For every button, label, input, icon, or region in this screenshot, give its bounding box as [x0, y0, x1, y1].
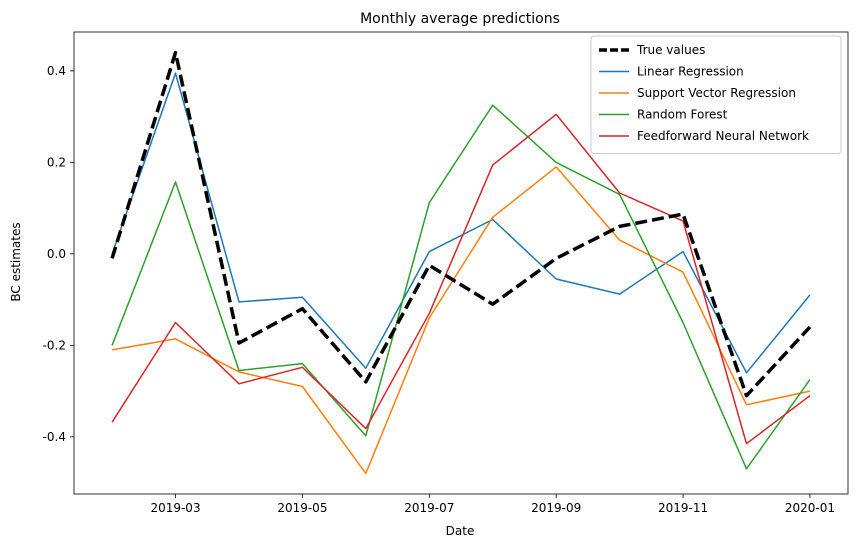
- series-line-random-forest: [111, 104, 811, 470]
- x-tick-label: 2019-05: [277, 501, 327, 515]
- series-line-linear-regression: [111, 72, 811, 374]
- x-tick-label: 2020-01: [785, 501, 835, 515]
- legend-box: [590, 35, 842, 154]
- y-tick-label: -0.2: [43, 338, 66, 352]
- x-tick-label: 2019-11: [658, 501, 708, 515]
- series-line-feedforward-neural-network: [111, 113, 811, 445]
- y-tick-label: 0.4: [47, 64, 66, 78]
- series-line-true-values: [110, 50, 812, 398]
- legend-label: Feedforward Neural Network: [637, 129, 809, 143]
- x-tick-label: 2019-03: [150, 501, 200, 515]
- plot-area: 2019-03 2019-05 2019-07 2019-09 2019-11 2020-…: [43, 31, 849, 515]
- legend-label: True values: [636, 43, 705, 57]
- y-axis-title: BC estimates: [9, 222, 23, 301]
- x-tick-label: 2019-09: [531, 501, 581, 515]
- series-line-support-vector-regression: [111, 166, 811, 475]
- y-tick-label: 0.2: [47, 155, 66, 169]
- x-axis-title: Date: [446, 524, 475, 538]
- plot-frame: [73, 31, 849, 495]
- legend-label: Random Forest: [637, 108, 728, 122]
- legend: True values Linear Regression Support Vect…: [590, 35, 842, 154]
- y-tick-label: -0.4: [43, 430, 66, 444]
- legend-label: Linear Regression: [637, 65, 744, 79]
- x-tick-label: 2019-07: [404, 501, 454, 515]
- chart-title: Monthly average predictions: [360, 11, 560, 27]
- legend-label: Support Vector Regression: [637, 86, 796, 100]
- y-tick-label: 0.0: [47, 247, 66, 261]
